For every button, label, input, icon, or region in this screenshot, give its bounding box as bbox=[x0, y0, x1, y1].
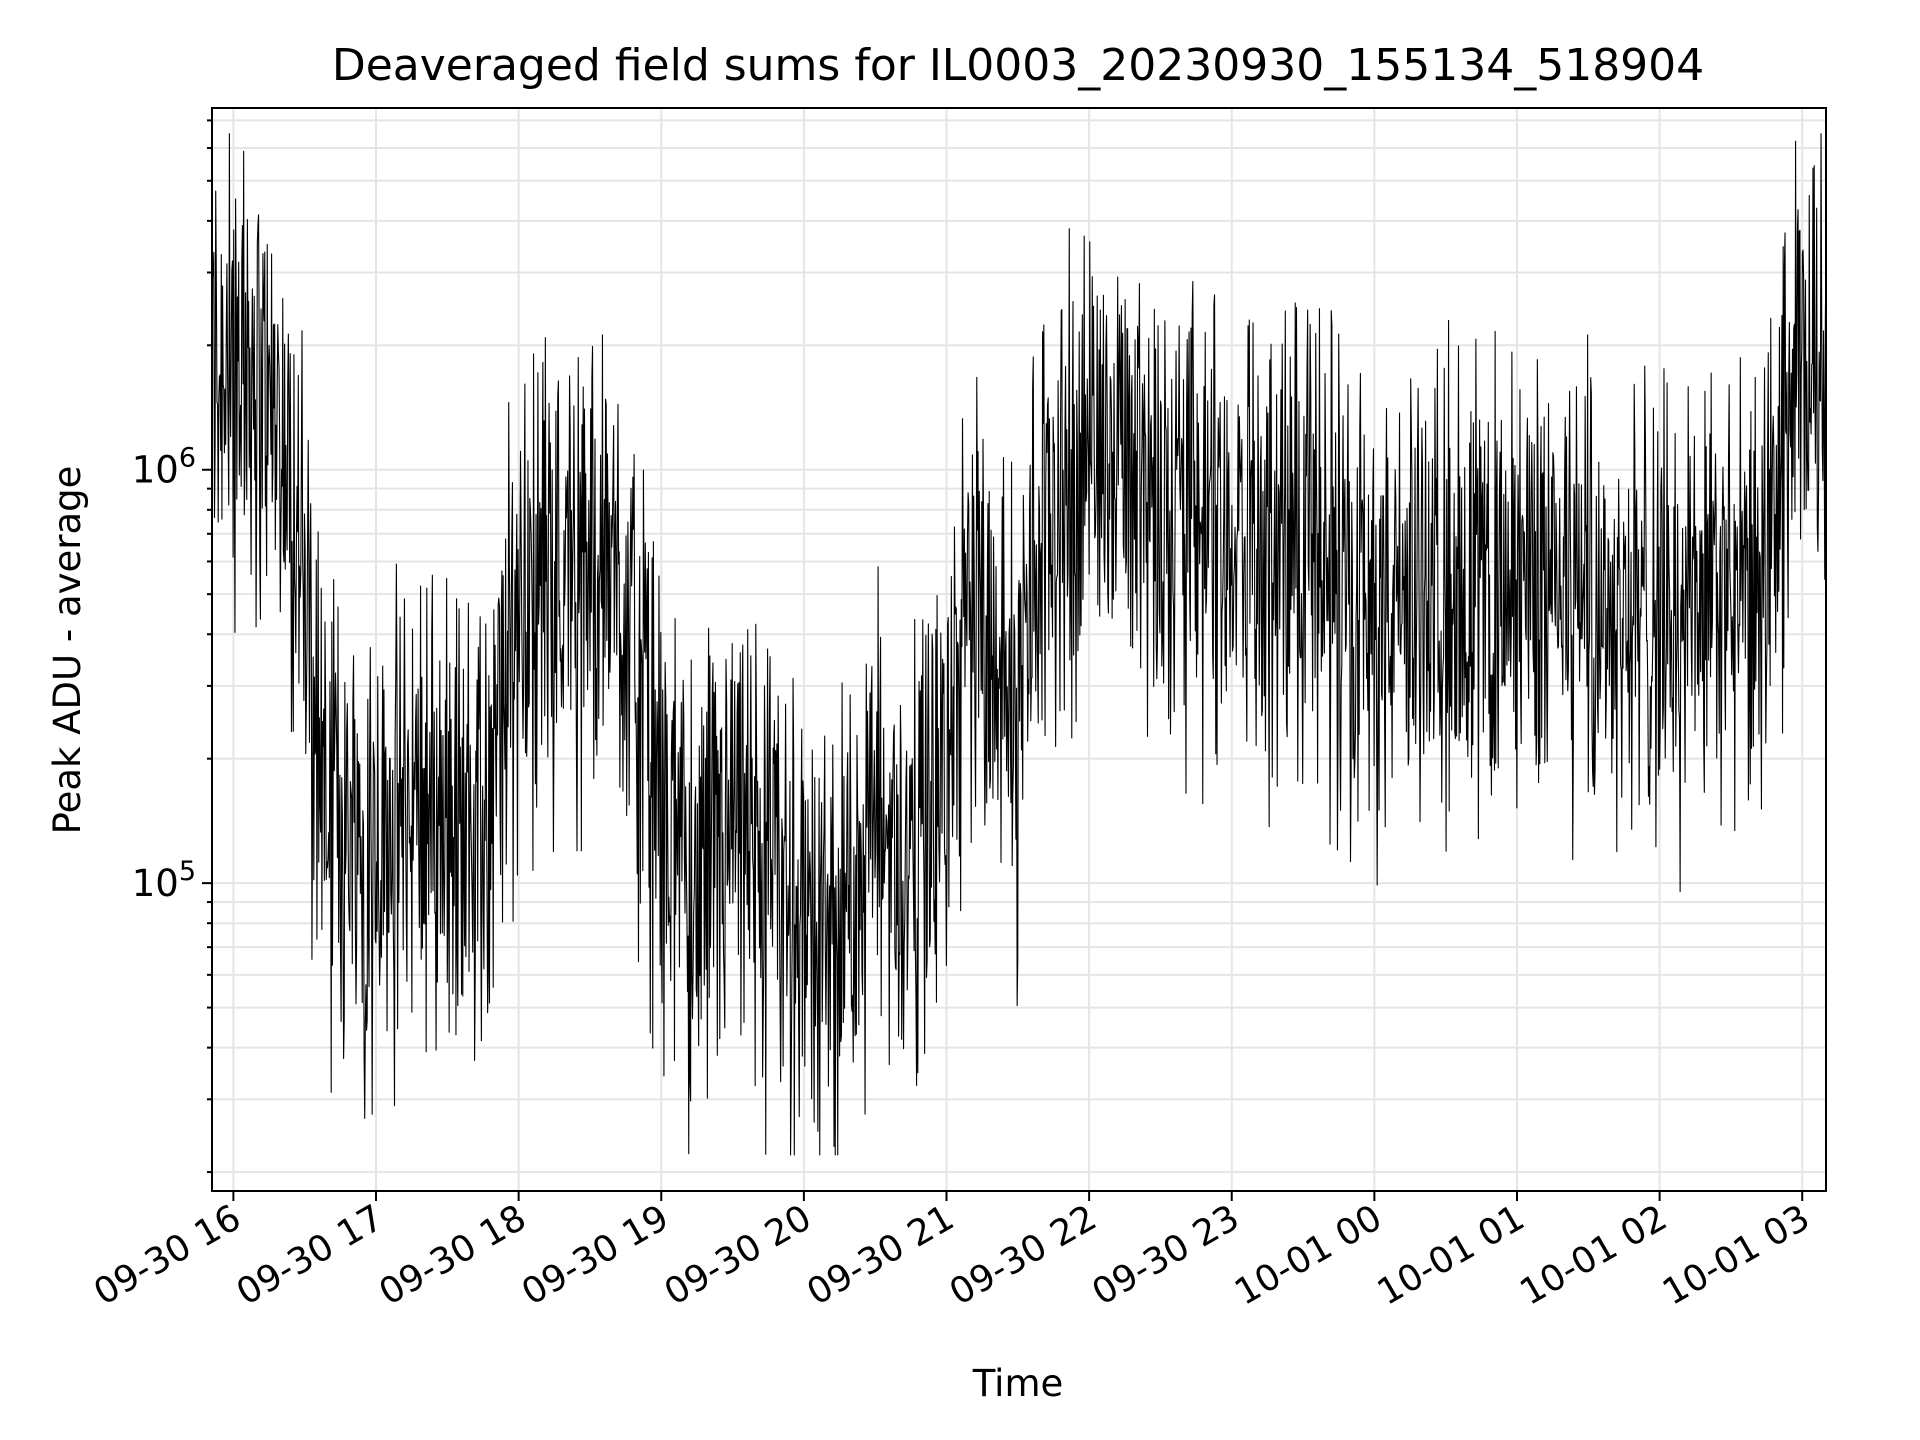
y-tick-label-exponent: 6 bbox=[179, 443, 196, 474]
y-axis-label: Peak ADU - average bbox=[46, 466, 89, 835]
chart-title: Deaveraged field sums for IL0003_2023093… bbox=[332, 40, 1704, 91]
y-tick-label-exponent: 5 bbox=[179, 856, 196, 887]
y-tick-label-base: 10 bbox=[132, 862, 179, 905]
y-tick-label: 105 bbox=[132, 856, 196, 905]
series-layer bbox=[212, 133, 1826, 1156]
y-tick-label: 106 bbox=[132, 443, 196, 492]
y-tick-label-base: 10 bbox=[132, 449, 179, 492]
x-axis-label: Time bbox=[972, 1362, 1064, 1405]
plot-frame bbox=[211, 107, 1827, 1192]
series-line bbox=[212, 133, 1826, 1156]
